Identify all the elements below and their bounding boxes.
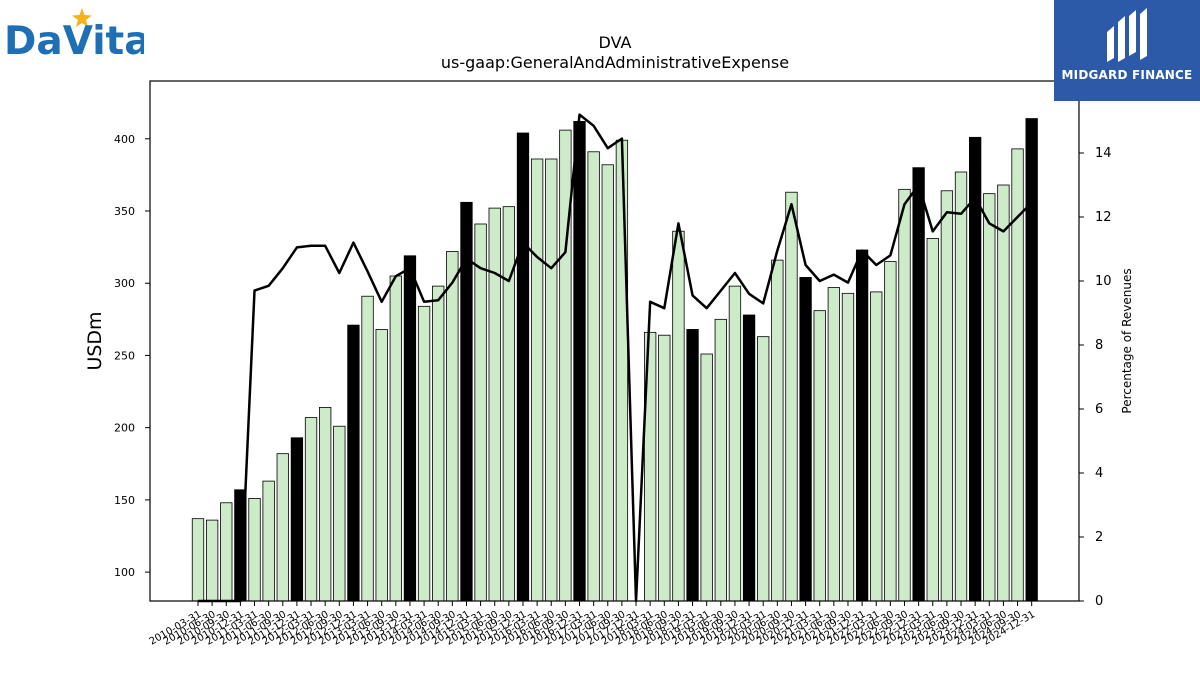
bar [502,206,516,602]
y-tick-label: 350 [114,205,135,218]
chart-subtitle: us-gaap:GeneralAndAdministrativeExpense [441,53,789,72]
bar [446,251,459,602]
bar [771,259,784,602]
y2-axis-label: Percentage of Revenues [1120,268,1134,413]
y2-tick-label: 10 [1095,274,1112,289]
bar [728,285,742,602]
y-tick-label: 250 [114,349,135,362]
y2-tick-label: 6 [1095,402,1103,417]
bar [785,191,798,602]
bar [333,425,346,602]
y2-tick-label: 14 [1095,146,1112,161]
x-axis-ticks: 2010-03-312010-06-302010-09-302010-12-31… [148,601,1037,648]
y2-tick-label: 2 [1095,530,1103,545]
bar [940,190,954,602]
bar [191,518,205,602]
midgard-mark-icon [1107,8,1147,62]
bar [884,261,897,602]
bar [248,498,261,602]
percentage-line [198,113,1033,603]
bar [262,480,275,602]
bar [855,249,869,602]
chart-title: DVA [599,33,632,52]
bar [516,132,530,602]
bar [304,417,318,602]
bar [220,502,233,602]
bar [545,158,558,602]
bar [898,188,911,602]
y-axis-label: USDm [84,311,106,370]
bar [347,324,360,602]
bar-layer [191,118,1038,602]
midgard-wordmark: MIDGARD FINANCE [1061,68,1193,82]
bar [658,334,671,602]
bar [601,164,614,602]
y-tick-label: 300 [114,277,135,290]
bar [954,171,968,602]
bar [319,407,332,602]
davita-logo: DaVita [4,6,151,64]
bar [205,519,219,602]
bar [983,193,996,602]
bar [714,318,727,602]
bar [912,167,925,602]
midgard-finance-logo: MIDGARD FINANCE [1054,0,1200,101]
bar [488,207,501,602]
bar [389,275,402,602]
y-tick-label: 100 [114,566,135,579]
bar [276,453,289,602]
bar [799,277,812,602]
bar [530,158,544,602]
y-tick-label: 400 [114,133,135,146]
y2-tick-label: 12 [1095,210,1112,225]
y-tick-label: 200 [114,422,135,435]
bar [997,184,1010,602]
bar [757,336,770,602]
y2-tick-label: 4 [1095,466,1103,481]
bar [841,292,855,602]
bar [700,353,713,602]
davita-wordmark: DaVita [4,19,144,61]
bar [403,255,417,602]
star-icon [72,8,92,27]
y2-tick-label: 8 [1095,338,1103,353]
bar [361,295,374,602]
bar [686,329,699,602]
bar [474,223,487,602]
bar [290,437,304,602]
bar [870,291,883,602]
bar [742,314,756,602]
y2-tick-label: 0 [1095,594,1103,609]
bar [573,121,586,602]
left-axis-ticks: 100 150 200 250 300 350 400 [114,133,150,579]
right-axis-ticks: 0 2 4 6 8 10 12 14 [1079,146,1112,609]
bar [615,139,629,602]
bar [813,310,826,602]
bar [672,230,685,602]
y-tick-label: 150 [114,494,135,507]
plot-frame [149,80,1080,602]
bar [559,129,572,602]
bar [827,287,840,602]
bar [375,329,388,602]
bar [1025,118,1038,602]
bar [417,305,431,602]
bar [926,238,939,602]
bar [432,285,445,602]
bar [587,151,600,602]
